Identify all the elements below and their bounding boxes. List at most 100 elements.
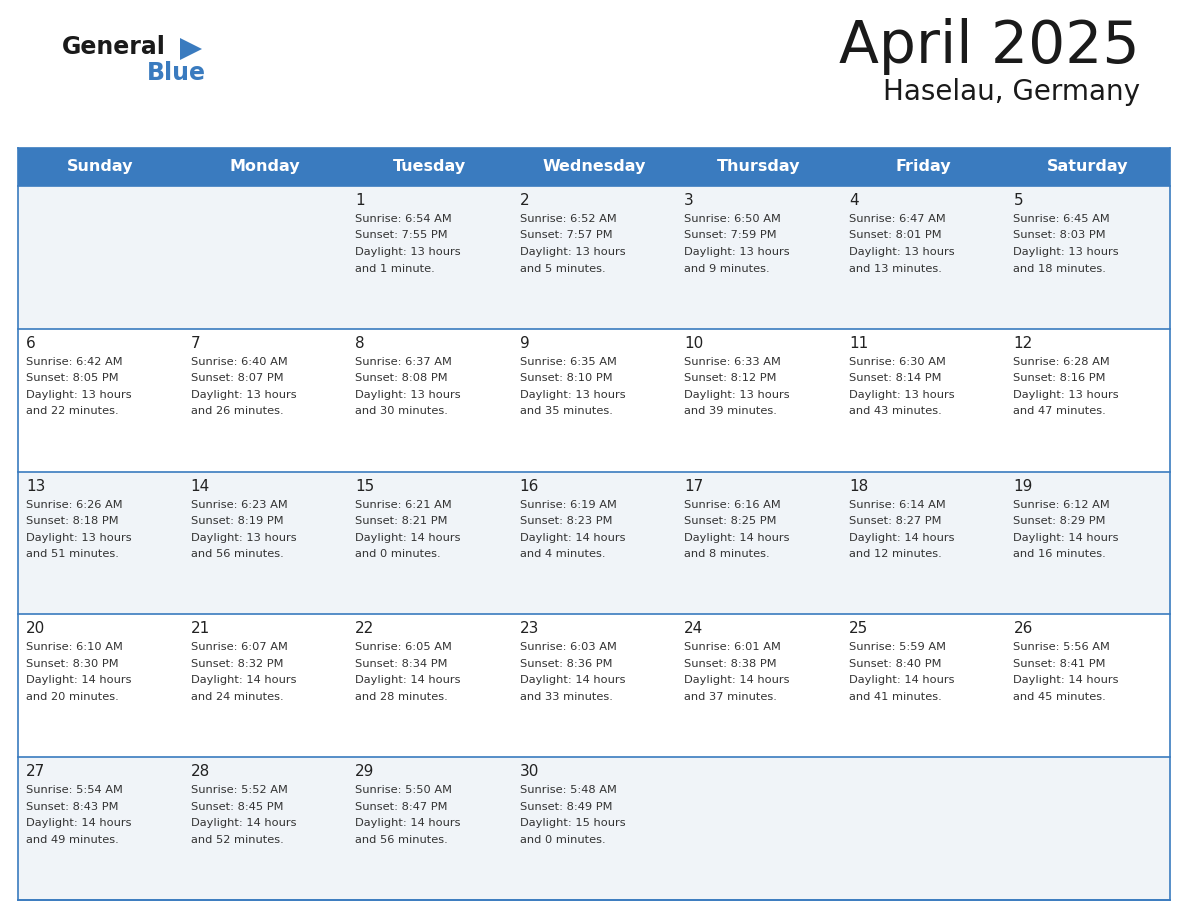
Text: 19: 19: [1013, 478, 1032, 494]
Text: Sunset: 8:21 PM: Sunset: 8:21 PM: [355, 516, 448, 526]
Text: Daylight: 13 hours: Daylight: 13 hours: [849, 247, 954, 257]
Text: Sunrise: 6:19 AM: Sunrise: 6:19 AM: [519, 499, 617, 509]
Text: 22: 22: [355, 621, 374, 636]
Text: Sunrise: 5:54 AM: Sunrise: 5:54 AM: [26, 785, 122, 795]
Text: and 9 minutes.: and 9 minutes.: [684, 263, 770, 274]
Text: 24: 24: [684, 621, 703, 636]
Text: Sunrise: 6:33 AM: Sunrise: 6:33 AM: [684, 357, 782, 367]
Text: Daylight: 14 hours: Daylight: 14 hours: [26, 818, 132, 828]
Text: and 33 minutes.: and 33 minutes.: [519, 692, 613, 702]
Text: Sunrise: 6:45 AM: Sunrise: 6:45 AM: [1013, 214, 1110, 224]
Text: Sunset: 8:25 PM: Sunset: 8:25 PM: [684, 516, 777, 526]
Text: Sunrise: 6:47 AM: Sunrise: 6:47 AM: [849, 214, 946, 224]
Text: Blue: Blue: [147, 61, 206, 85]
Text: Daylight: 14 hours: Daylight: 14 hours: [519, 532, 625, 543]
Text: Haselau, Germany: Haselau, Germany: [883, 78, 1140, 106]
Text: Tuesday: Tuesday: [393, 160, 466, 174]
Text: Daylight: 14 hours: Daylight: 14 hours: [190, 818, 296, 828]
Text: Sunset: 8:14 PM: Sunset: 8:14 PM: [849, 374, 941, 384]
Text: Sunset: 8:30 PM: Sunset: 8:30 PM: [26, 659, 119, 669]
Text: and 28 minutes.: and 28 minutes.: [355, 692, 448, 702]
Text: Sunset: 8:16 PM: Sunset: 8:16 PM: [1013, 374, 1106, 384]
Text: Daylight: 14 hours: Daylight: 14 hours: [1013, 676, 1119, 686]
Bar: [18, 329, 1170, 472]
Text: 13: 13: [26, 478, 45, 494]
Text: Sunrise: 6:23 AM: Sunrise: 6:23 AM: [190, 499, 287, 509]
Text: and 56 minutes.: and 56 minutes.: [355, 834, 448, 845]
Text: Sunrise: 5:48 AM: Sunrise: 5:48 AM: [519, 785, 617, 795]
Text: Sunset: 8:10 PM: Sunset: 8:10 PM: [519, 374, 612, 384]
Bar: [18, 186, 1170, 329]
Text: Sunset: 8:49 PM: Sunset: 8:49 PM: [519, 801, 612, 812]
Text: Sunset: 7:59 PM: Sunset: 7:59 PM: [684, 230, 777, 241]
Text: Sunrise: 6:10 AM: Sunrise: 6:10 AM: [26, 643, 122, 653]
Text: Daylight: 13 hours: Daylight: 13 hours: [1013, 390, 1119, 400]
Text: Sunrise: 5:59 AM: Sunrise: 5:59 AM: [849, 643, 946, 653]
Text: Sunrise: 6:01 AM: Sunrise: 6:01 AM: [684, 643, 782, 653]
Text: Sunset: 8:27 PM: Sunset: 8:27 PM: [849, 516, 941, 526]
Text: Daylight: 13 hours: Daylight: 13 hours: [190, 532, 296, 543]
Text: Daylight: 14 hours: Daylight: 14 hours: [849, 532, 954, 543]
Text: Daylight: 13 hours: Daylight: 13 hours: [190, 390, 296, 400]
Text: Saturday: Saturday: [1047, 160, 1129, 174]
Text: Sunrise: 5:52 AM: Sunrise: 5:52 AM: [190, 785, 287, 795]
Text: Sunrise: 6:42 AM: Sunrise: 6:42 AM: [26, 357, 122, 367]
Bar: [18, 148, 1170, 186]
Text: and 47 minutes.: and 47 minutes.: [1013, 407, 1106, 416]
Text: Sunset: 8:36 PM: Sunset: 8:36 PM: [519, 659, 612, 669]
Text: Sunset: 8:12 PM: Sunset: 8:12 PM: [684, 374, 777, 384]
Text: Sunrise: 6:26 AM: Sunrise: 6:26 AM: [26, 499, 122, 509]
Text: and 4 minutes.: and 4 minutes.: [519, 549, 605, 559]
Text: Sunset: 8:34 PM: Sunset: 8:34 PM: [355, 659, 448, 669]
Text: and 0 minutes.: and 0 minutes.: [355, 549, 441, 559]
Text: 4: 4: [849, 193, 859, 208]
Text: Sunrise: 6:03 AM: Sunrise: 6:03 AM: [519, 643, 617, 653]
Text: 10: 10: [684, 336, 703, 351]
Text: Daylight: 13 hours: Daylight: 13 hours: [519, 390, 625, 400]
Text: 14: 14: [190, 478, 210, 494]
Text: Sunrise: 5:56 AM: Sunrise: 5:56 AM: [1013, 643, 1111, 653]
Text: Daylight: 13 hours: Daylight: 13 hours: [26, 390, 132, 400]
Text: Wednesday: Wednesday: [542, 160, 646, 174]
Text: Sunrise: 6:54 AM: Sunrise: 6:54 AM: [355, 214, 451, 224]
Text: 3: 3: [684, 193, 694, 208]
Text: Sunrise: 6:35 AM: Sunrise: 6:35 AM: [519, 357, 617, 367]
Text: 6: 6: [26, 336, 36, 351]
Text: Daylight: 13 hours: Daylight: 13 hours: [849, 390, 954, 400]
Text: Daylight: 13 hours: Daylight: 13 hours: [519, 247, 625, 257]
Text: Daylight: 14 hours: Daylight: 14 hours: [684, 532, 790, 543]
Text: Thursday: Thursday: [716, 160, 801, 174]
Text: 27: 27: [26, 764, 45, 779]
Text: Sunset: 8:43 PM: Sunset: 8:43 PM: [26, 801, 119, 812]
Text: General: General: [62, 35, 166, 59]
Text: Sunrise: 6:28 AM: Sunrise: 6:28 AM: [1013, 357, 1110, 367]
Text: Daylight: 13 hours: Daylight: 13 hours: [355, 247, 461, 257]
Text: Sunrise: 5:50 AM: Sunrise: 5:50 AM: [355, 785, 453, 795]
Text: and 24 minutes.: and 24 minutes.: [190, 692, 283, 702]
Text: Daylight: 14 hours: Daylight: 14 hours: [26, 676, 132, 686]
Text: and 39 minutes.: and 39 minutes.: [684, 407, 777, 416]
Text: 23: 23: [519, 621, 539, 636]
Text: Sunset: 7:57 PM: Sunset: 7:57 PM: [519, 230, 612, 241]
Text: and 45 minutes.: and 45 minutes.: [1013, 692, 1106, 702]
Text: Daylight: 14 hours: Daylight: 14 hours: [355, 818, 461, 828]
Text: Sunset: 8:38 PM: Sunset: 8:38 PM: [684, 659, 777, 669]
Bar: [18, 472, 1170, 614]
Text: Daylight: 14 hours: Daylight: 14 hours: [1013, 532, 1119, 543]
Bar: [18, 757, 1170, 900]
Text: Sunset: 8:08 PM: Sunset: 8:08 PM: [355, 374, 448, 384]
Text: Sunrise: 6:21 AM: Sunrise: 6:21 AM: [355, 499, 451, 509]
Text: 11: 11: [849, 336, 868, 351]
Text: Sunset: 8:03 PM: Sunset: 8:03 PM: [1013, 230, 1106, 241]
Text: 7: 7: [190, 336, 201, 351]
Text: Sunrise: 6:40 AM: Sunrise: 6:40 AM: [190, 357, 287, 367]
Text: and 1 minute.: and 1 minute.: [355, 263, 435, 274]
Text: 29: 29: [355, 764, 374, 779]
Text: and 12 minutes.: and 12 minutes.: [849, 549, 942, 559]
Text: Sunrise: 6:30 AM: Sunrise: 6:30 AM: [849, 357, 946, 367]
Text: Sunrise: 6:07 AM: Sunrise: 6:07 AM: [190, 643, 287, 653]
Text: 26: 26: [1013, 621, 1032, 636]
Text: Sunset: 8:45 PM: Sunset: 8:45 PM: [190, 801, 283, 812]
Text: Sunset: 8:32 PM: Sunset: 8:32 PM: [190, 659, 283, 669]
Text: Sunset: 8:18 PM: Sunset: 8:18 PM: [26, 516, 119, 526]
